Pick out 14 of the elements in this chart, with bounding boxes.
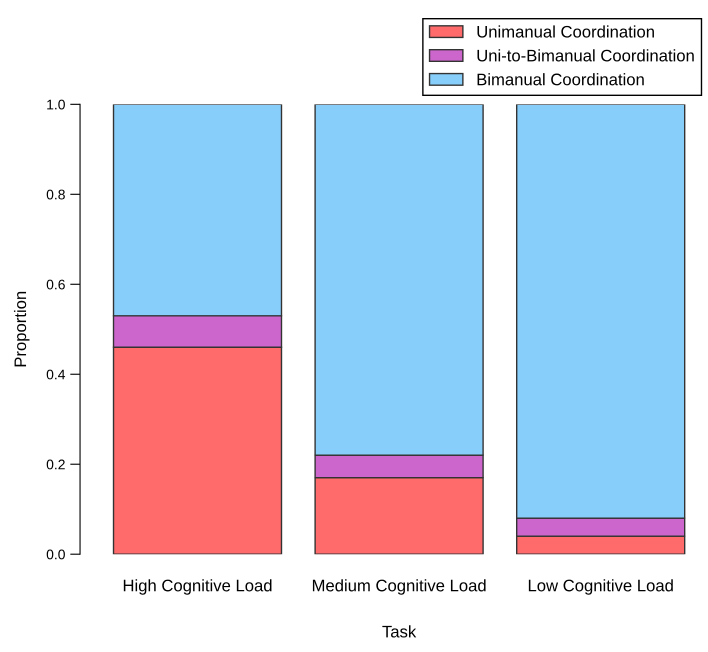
y-axis-title: Proportion (14, 292, 30, 366)
legend-label: Uni-to-Bimanual Coordination (477, 49, 694, 62)
x-tick-label: Medium Cognitive Load (312, 579, 486, 595)
y-tick-label: 0.4 (46, 370, 66, 380)
y-tick-label: 1.0 (47, 100, 65, 110)
y-tick-label: 0.8 (46, 190, 65, 200)
y-tick-label: 0.0 (46, 550, 65, 560)
y-tick-label: 0.6 (46, 280, 65, 290)
x-tick-label: High Cognitive Load (124, 579, 272, 595)
legend-label: Bimanual Coordination (478, 73, 644, 86)
x-axis-title: Task (382, 625, 416, 638)
legend-label: Unimanual Coordination (477, 25, 654, 38)
x-tick-label: Low Cognitive Load (528, 579, 673, 595)
y-tick-label: 0.2 (46, 460, 65, 470)
